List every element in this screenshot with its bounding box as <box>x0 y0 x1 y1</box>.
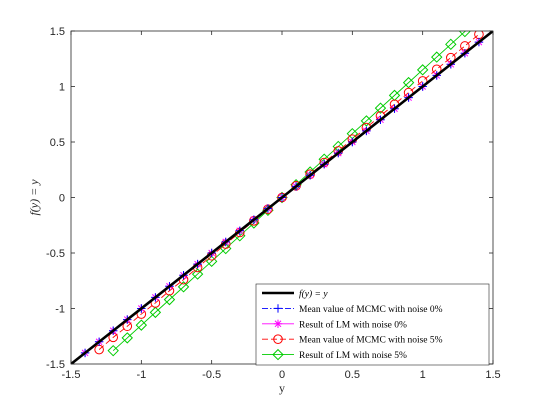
data-point-4-26 <box>474 14 484 24</box>
data-point-4-24 <box>445 38 457 51</box>
y-tick-label-0: -1.5 <box>46 359 65 371</box>
data-point-4-1 <box>121 332 133 344</box>
x-tick-label-2: -0.5 <box>202 369 221 381</box>
legend-label-4: Result of LM with noise 5% <box>299 350 407 361</box>
x-tick-label-3: 0 <box>279 369 285 381</box>
y-tick-label-4: 0.5 <box>50 137 65 149</box>
legend-label-0: f(y) = y <box>299 289 328 300</box>
legend-label-1: Mean value of MCMC with noise 0% <box>299 304 443 315</box>
series-0 <box>71 31 493 364</box>
data-point-4-2 <box>135 319 148 331</box>
y-tick-label-6: 1.5 <box>50 26 65 38</box>
data-point-4-18 <box>360 115 373 127</box>
legend-label-2: Result of LM with noise 0% <box>299 319 407 330</box>
x-tick-label-4: 0.5 <box>345 369 360 381</box>
data-point-4-25 <box>459 31 471 38</box>
y-tick-label-5: 1 <box>59 82 65 94</box>
legend-label-3: Mean value of MCMC with noise 5% <box>299 335 443 346</box>
legend-marker-4 <box>272 348 284 361</box>
legend-box <box>255 283 490 366</box>
data-point-4-7 <box>205 255 218 268</box>
x-tick-label-5: 1 <box>420 369 426 381</box>
data-point-4-21 <box>402 76 415 89</box>
data-point-4-3 <box>149 306 162 319</box>
x-tick-label-0: -1.5 <box>62 369 81 381</box>
y-tick-label-2: -0.5 <box>46 248 65 260</box>
data-point-3-13 <box>277 192 287 203</box>
data-point-4-22 <box>416 64 429 76</box>
data-point-4-4 <box>163 293 176 306</box>
y-tick-label-1: -1 <box>55 304 65 316</box>
data-point-4-19 <box>374 102 387 114</box>
legend-marker-1 <box>273 304 283 313</box>
y-tick-label-3: 0 <box>59 193 65 205</box>
legend-marker-3 <box>273 334 283 345</box>
x-axis-label: y <box>279 381 285 395</box>
series-layer <box>71 14 493 364</box>
data-point-4-0 <box>107 344 119 357</box>
data-point-4-23 <box>431 51 443 63</box>
x-tick-label-1: -1 <box>136 369 146 381</box>
data-point-4-5 <box>177 281 190 293</box>
x-tick-label-6: 1.5 <box>485 369 500 381</box>
legend: f(y) = y Mean value of MCMC with noise 0%… <box>255 283 490 366</box>
series-line-0 <box>71 31 493 364</box>
y-axis-label: f(y) = y <box>27 179 41 216</box>
legend-marker-2 <box>273 319 283 328</box>
data-point-4-6 <box>191 268 204 280</box>
